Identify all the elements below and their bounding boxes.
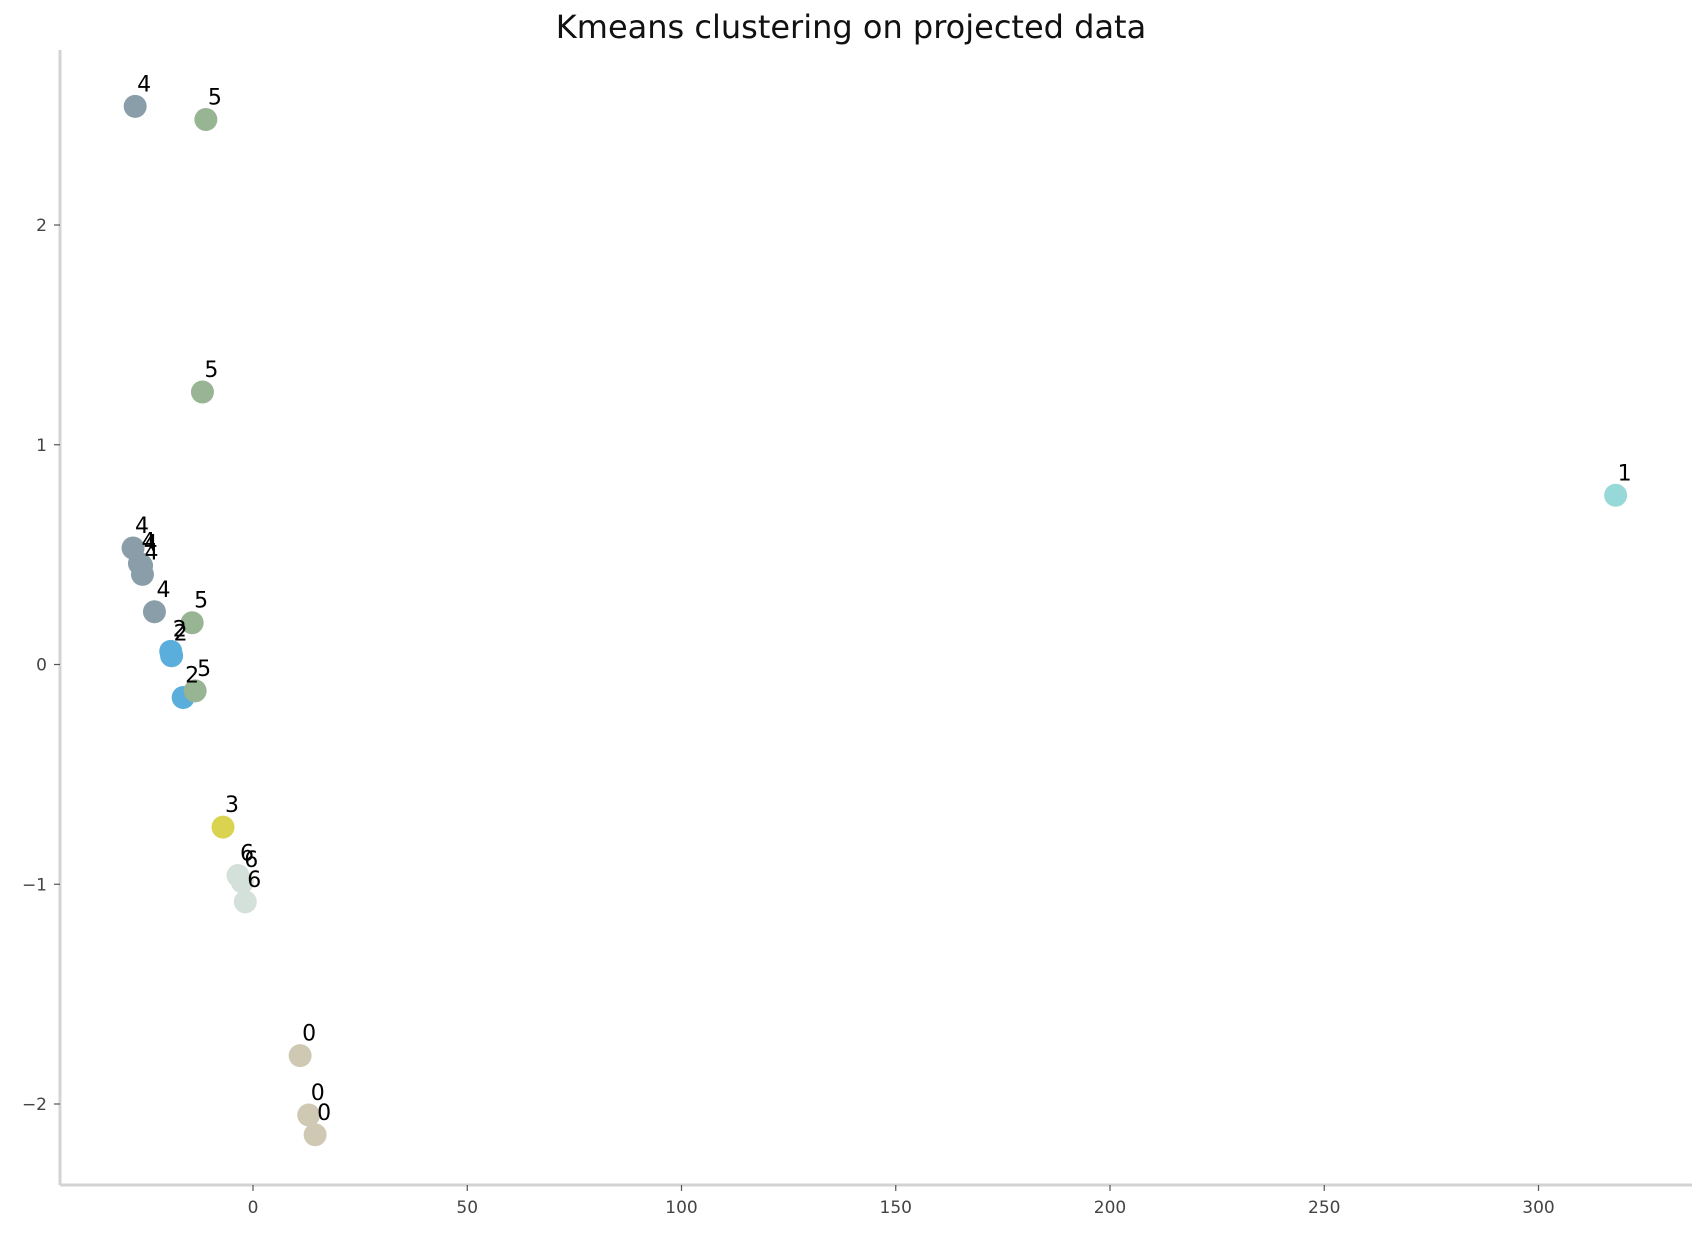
data-point-cluster-3 (211, 815, 235, 839)
point-label: 0 (302, 1022, 316, 1047)
data-point-cluster-5 (183, 679, 207, 703)
x-tick-label: 250 (1308, 1198, 1340, 1218)
point-label: 4 (137, 72, 151, 97)
data-point-cluster-6 (230, 870, 254, 894)
x-tick-label: 150 (880, 1198, 912, 1218)
point-label: 2 (185, 663, 199, 688)
x-tick-label: 50 (456, 1198, 478, 1218)
point-label: 1 (1618, 461, 1632, 486)
point-label: 4 (141, 529, 155, 554)
data-point-cluster-5 (194, 108, 218, 132)
y-tick-label: −2 (22, 1095, 47, 1115)
data-point-cluster-4 (123, 94, 147, 118)
point-label: 4 (156, 578, 170, 603)
x-tick-label: 0 (248, 1198, 259, 1218)
point-label: 6 (244, 848, 258, 873)
data-point-cluster-4 (130, 562, 154, 586)
x-tick-label: 300 (1522, 1198, 1554, 1218)
point-label: 4 (135, 514, 149, 539)
x-tick-label: 200 (1094, 1198, 1126, 1218)
point-label: 4 (144, 532, 158, 557)
data-points (121, 94, 1628, 1147)
point-label: 5 (197, 657, 211, 682)
data-point-cluster-5 (190, 380, 214, 404)
data-point-cluster-5 (180, 611, 204, 635)
y-tick-label: 0 (36, 656, 47, 676)
data-point-cluster-4 (142, 600, 166, 624)
x-ticks: 0 50 100 150 200 250 300 (248, 1185, 1555, 1218)
point-label: 5 (204, 358, 218, 383)
point-label: 0 (311, 1081, 325, 1106)
data-point-cluster-0 (303, 1123, 327, 1147)
data-point-cluster-0 (297, 1103, 321, 1127)
point-label: 5 (194, 589, 208, 614)
point-label: 4 (144, 540, 158, 565)
point-label: 2 (173, 617, 187, 642)
data-point-cluster-2 (160, 644, 184, 668)
x-tick-label: 100 (665, 1198, 697, 1218)
data-point-cluster-6 (233, 890, 257, 914)
y-tick-label: −1 (22, 875, 47, 895)
point-label: 6 (247, 868, 261, 893)
y-tick-label: 1 (36, 436, 47, 456)
data-point-cluster-0 (288, 1044, 312, 1068)
chart-title: Kmeans clustering on projected data (555, 8, 1147, 46)
point-label: 5 (208, 86, 222, 111)
point-label: 6 (240, 841, 254, 866)
point-label: 2 (174, 622, 188, 647)
point-label: 3 (225, 793, 239, 818)
y-ticks: −2 −1 0 1 2 (22, 216, 60, 1115)
data-point-cluster-1 (1604, 483, 1628, 507)
point-label: 0 (317, 1101, 331, 1126)
y-tick-label: 2 (36, 216, 47, 236)
